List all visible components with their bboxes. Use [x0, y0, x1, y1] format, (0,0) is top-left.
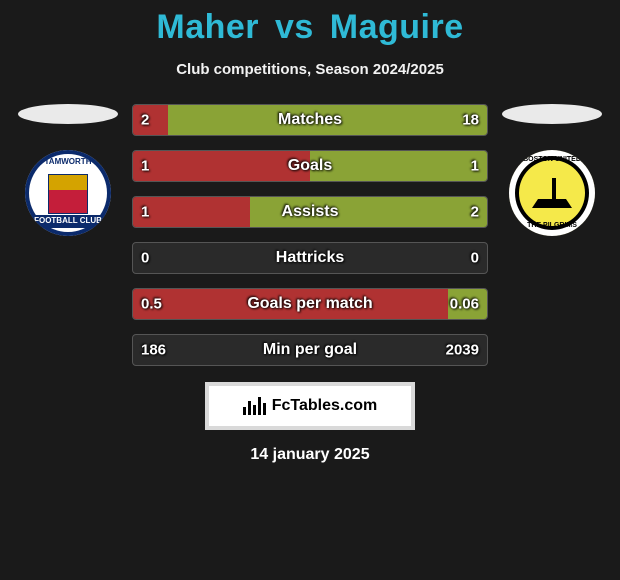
stat-row: 0 0 Hattricks [132, 242, 488, 274]
stat-label: Min per goal [263, 341, 357, 359]
fctables-icon [243, 397, 266, 415]
stats-bars: 2 18 Matches 1 1 Goals 1 2 Assists 0 0 Hattricks 0.5… [128, 104, 492, 366]
stat-fill-left [133, 151, 310, 181]
stat-value-left: 0 [141, 250, 149, 267]
stat-label: Matches [278, 111, 342, 129]
stat-value-left: 1 [141, 204, 149, 221]
comparison-row: TAMWORTH FOOTBALL CLUB 2 18 Matches 1 1 Goals… [0, 104, 620, 366]
stat-value-right: 2039 [446, 342, 479, 359]
club2-badge-bottom: THE PILGRIMS [509, 222, 595, 230]
stat-fill-left [133, 105, 168, 135]
subtitle: Club competitions, Season 2024/2025 [176, 61, 444, 78]
stat-label: Hattricks [276, 249, 344, 267]
left-side: TAMWORTH FOOTBALL CLUB [8, 104, 128, 236]
stat-value-right: 2 [471, 204, 479, 221]
player1-shadow [18, 104, 118, 124]
club2-badge: BOSTON UNITED THE PILGRIMS [509, 150, 595, 236]
club1-badge-bottom: FOOTBALL CLUB [25, 215, 111, 228]
stat-row: 2 18 Matches [132, 104, 488, 136]
vs-text: vs [275, 8, 314, 46]
club1-badge-top: TAMWORTH [25, 158, 111, 167]
stat-value-right: 0 [471, 250, 479, 267]
player2-name: Maguire [330, 8, 464, 46]
stat-value-left: 2 [141, 112, 149, 129]
stat-label: Goals [288, 157, 332, 175]
stat-value-right: 18 [462, 112, 479, 129]
site-badge[interactable]: FcTables.com [205, 382, 415, 430]
stat-row: 186 2039 Min per goal [132, 334, 488, 366]
club2-badge-top: BOSTON UNITED [509, 156, 595, 164]
stat-row: 1 1 Goals [132, 150, 488, 182]
date-label: 14 january 2025 [250, 446, 369, 464]
stat-fill-right [310, 151, 487, 181]
ship-icon [532, 178, 572, 208]
player2-shadow [502, 104, 602, 124]
stat-row: 0.5 0.06 Goals per match [132, 288, 488, 320]
club1-badge: TAMWORTH FOOTBALL CLUB [25, 150, 111, 236]
stat-value-left: 1 [141, 158, 149, 175]
stat-label: Goals per match [247, 295, 372, 313]
stat-row: 1 2 Assists [132, 196, 488, 228]
stat-value-left: 0.5 [141, 296, 162, 313]
site-name: FcTables.com [272, 397, 378, 415]
right-side: BOSTON UNITED THE PILGRIMS [492, 104, 612, 236]
shield-icon [48, 174, 88, 214]
stat-label: Assists [282, 203, 339, 221]
stat-value-right: 1 [471, 158, 479, 175]
player1-name: Maher [156, 8, 259, 46]
page-title: Maher vs Maguire [156, 8, 463, 47]
stat-value-right: 0.06 [450, 296, 479, 313]
stat-fill-left [133, 197, 250, 227]
stat-value-left: 186 [141, 342, 166, 359]
